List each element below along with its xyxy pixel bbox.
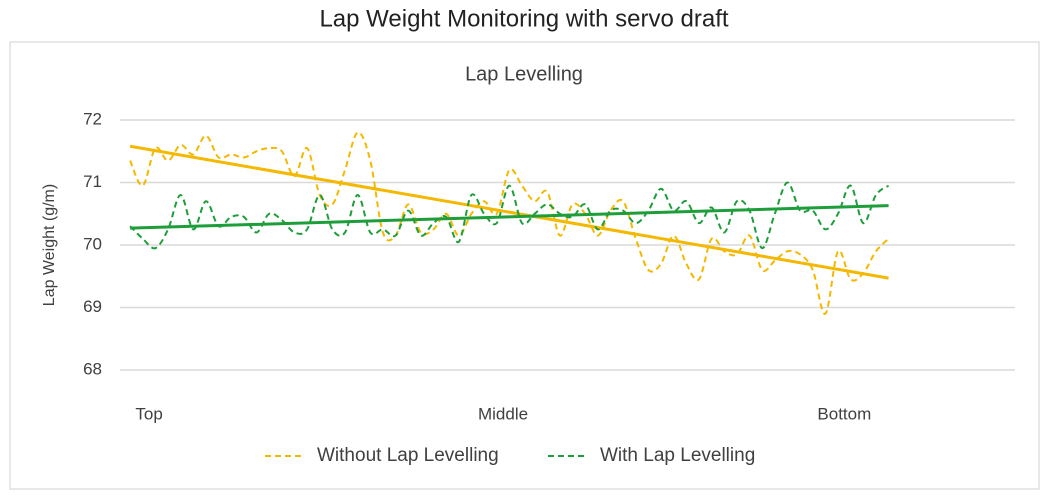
page-title: Lap Weight Monitoring with servo draft bbox=[319, 5, 728, 32]
y-axis-label: Lap Weight (g/m) bbox=[41, 184, 58, 306]
x-tick-label: Top bbox=[135, 404, 162, 423]
y-tick-label: 71 bbox=[83, 172, 102, 191]
y-tick-label: 69 bbox=[83, 297, 102, 316]
series-line bbox=[129, 181, 890, 250]
trend-line bbox=[130, 204, 889, 230]
series-line bbox=[129, 131, 890, 315]
y-tick-label: 72 bbox=[83, 109, 102, 128]
chart-title: Lap Levelling bbox=[465, 63, 583, 85]
legend-label: With Lap Levelling bbox=[600, 445, 755, 466]
y-tick-label: 68 bbox=[83, 359, 102, 378]
x-tick-label: Middle bbox=[478, 404, 528, 423]
trend-line bbox=[129, 144, 889, 280]
x-tick-label: Bottom bbox=[817, 404, 871, 423]
y-tick-label: 70 bbox=[83, 234, 102, 253]
legend-label: Without Lap Levelling bbox=[317, 445, 499, 466]
